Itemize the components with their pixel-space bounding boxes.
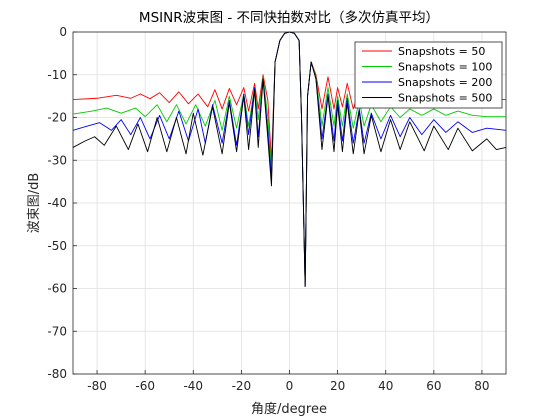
series-line-3 <box>72 31 507 287</box>
x-tick-label: -80 <box>87 379 107 393</box>
legend-label-3: Snapshots = 500 <box>398 92 492 105</box>
y-tick-label: -40 <box>47 196 67 210</box>
y-tick-label: -60 <box>47 282 67 296</box>
x-tick-label: -40 <box>183 379 203 393</box>
legend-label-2: Snapshots = 200 <box>398 76 492 89</box>
y-tick-label: -30 <box>47 153 67 167</box>
x-tick-label: -60 <box>135 379 155 393</box>
legend: Snapshots = 50 Snapshots = 100 Snapshots =… <box>354 41 503 109</box>
chart-title: MSINR波束图 - 不同快拍数对比（多次仿真平均） <box>139 9 439 26</box>
x-tick-label: 80 <box>474 379 489 393</box>
x-tick-label: 20 <box>330 379 345 393</box>
x-tick-label: 40 <box>378 379 393 393</box>
legend-label-1: Snapshots = 100 <box>398 61 492 74</box>
x-tick-label: 60 <box>426 379 441 393</box>
y-tick-label: -50 <box>47 239 67 253</box>
y-tick-label: -80 <box>47 367 67 381</box>
axis-ticks: -80 -60 -40 -20 0 20 40 60 80 0 -10 -20 -30 -40 -50 -60… <box>47 25 489 393</box>
y-axis-label: 波束图/dB <box>27 173 42 234</box>
y-tick-label: -20 <box>47 111 67 125</box>
y-tick-label: -10 <box>47 68 67 82</box>
x-tick-label: 0 <box>286 379 294 393</box>
y-tick-label: 0 <box>59 25 67 39</box>
x-axis-label: 角度/degree <box>251 401 327 417</box>
y-tick-label: -70 <box>47 324 67 338</box>
legend-label-0: Snapshots = 50 <box>398 45 485 58</box>
x-tick-label: -20 <box>232 379 252 393</box>
legend-items: Snapshots = 50 Snapshots = 100 Snapshots =… <box>362 45 492 105</box>
